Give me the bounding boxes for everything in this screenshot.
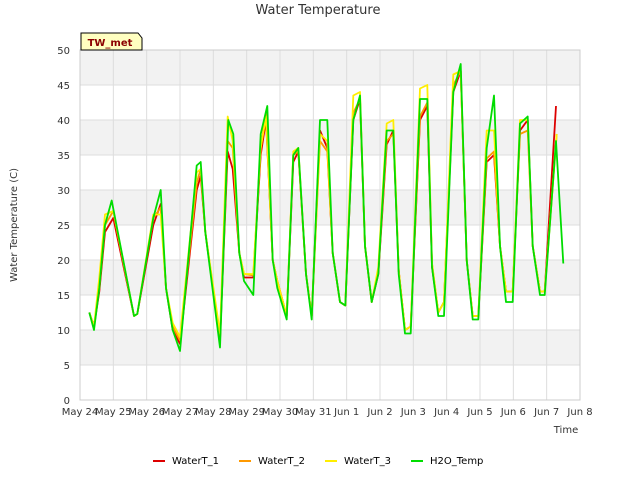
background-band: [80, 50, 580, 85]
y-tick-label: 15: [57, 291, 70, 302]
x-axis-title: Time: [553, 425, 578, 436]
chart-title: Water Temperature: [256, 3, 381, 18]
x-tick-label: Jun 6: [500, 407, 526, 418]
background-band: [80, 295, 580, 330]
y-tick-label: 45: [57, 81, 70, 92]
background-band: [80, 330, 580, 365]
x-tick-label: May 31: [295, 407, 332, 418]
background-band: [80, 225, 580, 260]
x-tick-label: May 29: [228, 407, 265, 418]
y-axis-title: Water Temperature (C): [9, 168, 20, 282]
y-tick-label: 20: [57, 256, 70, 267]
legend-label-WaterT_3: WaterT_3: [344, 456, 391, 467]
x-tick-label: Jun 2: [366, 407, 392, 418]
y-tick-label: 5: [64, 361, 70, 372]
x-tick-label: May 26: [128, 407, 165, 418]
x-tick-label: Jun 1: [333, 407, 359, 418]
legend-label-WaterT_1: WaterT_1: [172, 456, 219, 467]
series-layer: [88, 63, 565, 352]
y-tick-label: 30: [57, 186, 70, 197]
y-axis-ticks: 0 5 10 15 20 25 30 35 40 45 50: [57, 46, 70, 407]
x-tick-label: Jun 4: [433, 407, 459, 418]
plot-border: [79, 49, 581, 401]
background-band: [80, 260, 580, 295]
y-tick-label: 25: [57, 221, 70, 232]
x-tick-label: May 25: [95, 407, 132, 418]
x-tick-label: Jun 5: [466, 407, 492, 418]
x-tick-label: May 28: [195, 407, 232, 418]
x-tick-label: Jun 3: [400, 407, 426, 418]
series-line-H2O_Temp: [88, 63, 565, 352]
legend-label-WaterT_2: WaterT_2: [258, 456, 305, 467]
background-band: [80, 365, 580, 400]
background-band: [80, 85, 580, 120]
legend-label-H2O_Temp: H2O_Temp: [430, 456, 483, 467]
legend: WaterT_1 WaterT_2 WaterT_3 H2O_Temp: [153, 456, 483, 467]
station-label-box: TW_met: [80, 32, 143, 51]
y-tick-label: 50: [57, 46, 70, 57]
y-tick-label: 10: [57, 326, 70, 337]
x-tick-label: Jun 8: [566, 407, 592, 418]
x-tick-label: May 27: [162, 407, 199, 418]
x-tick-label: May 24: [62, 407, 99, 418]
background-band: [80, 120, 580, 155]
y-tick-label: 35: [57, 151, 70, 162]
y-tick-label: 40: [57, 116, 70, 127]
station-label: TW_met: [88, 38, 133, 49]
y-tick-label: 0: [64, 396, 70, 407]
x-tick-label: Jun 7: [533, 407, 559, 418]
x-tick-label: May 30: [262, 407, 299, 418]
